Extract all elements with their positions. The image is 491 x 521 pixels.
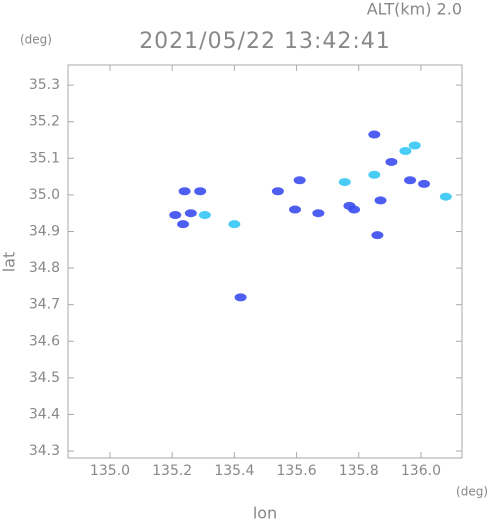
x-unit: (deg) [456, 485, 488, 499]
echo-cell [385, 157, 398, 166]
echo-cell [198, 211, 211, 220]
echo-cell [368, 170, 381, 179]
echo-cell [271, 187, 284, 196]
echo-cell [184, 209, 197, 218]
echo-cell [418, 179, 431, 188]
x-tick-label: 135.0 [90, 463, 130, 479]
echo-cell [371, 231, 384, 240]
echo-cell [408, 141, 421, 150]
echo-cell [234, 293, 247, 302]
x-tick-label: 135.6 [277, 463, 317, 479]
echo-cell [169, 211, 182, 220]
echo-cell [178, 187, 191, 196]
x-tick-label: 136.0 [401, 463, 441, 479]
x-tick-label: 135.2 [152, 463, 192, 479]
echo-cell [312, 209, 325, 218]
y-tick-label: 35.1 [29, 150, 60, 166]
altitude: ALT(km) 2.0 [367, 0, 462, 19]
y-tick-label: 34.5 [29, 370, 60, 386]
echo-cell [177, 220, 190, 229]
chart-title: 2021/05/22 13:42:41 [139, 29, 391, 54]
echo-cell [348, 205, 361, 214]
echo-cell [404, 176, 417, 185]
echo-cell [228, 220, 241, 229]
y-tick-label: 34.3 [29, 443, 60, 459]
echo-cell [194, 187, 207, 196]
y-axis-label: lat [0, 252, 19, 273]
echo-cell [293, 176, 306, 185]
y-tick-label: 34.6 [29, 333, 60, 349]
x-tick-label: 135.8 [339, 463, 379, 479]
y-unit: (deg) [20, 33, 52, 47]
y-tick-label: 34.7 [29, 297, 60, 313]
y-tick-label: 35.0 [29, 187, 60, 203]
echo-cell [399, 146, 412, 155]
x-tick-label: 135.4 [214, 463, 254, 479]
y-tick-label: 34.4 [29, 406, 60, 422]
plot-frame [67, 64, 463, 459]
x-axis-label: lon [253, 504, 277, 521]
echo-cell [368, 130, 381, 139]
y-tick-label: 34.8 [29, 260, 60, 276]
echo-cell [338, 178, 351, 187]
y-tick-label: 34.9 [29, 223, 60, 239]
y-tick-label: 35.3 [29, 77, 60, 93]
y-tick-label: 35.2 [29, 114, 60, 130]
echo-cell [289, 205, 302, 214]
echo-cell [439, 192, 452, 201]
echo-cell [374, 196, 387, 205]
